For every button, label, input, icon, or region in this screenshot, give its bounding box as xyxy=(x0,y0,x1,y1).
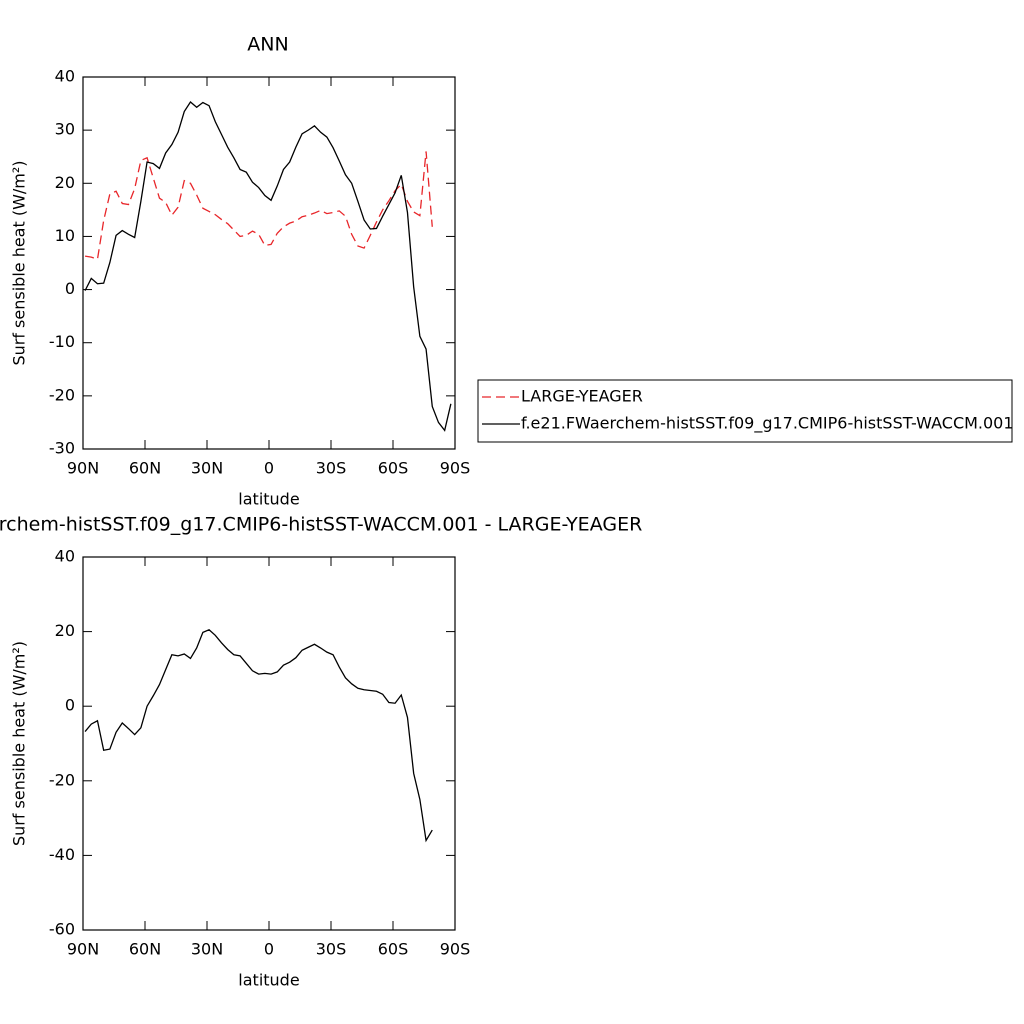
y-axis-label: Surf sensible heat (W/m²) xyxy=(10,641,29,846)
y-tick-label: -40 xyxy=(49,845,75,864)
x-tick-label: 90S xyxy=(440,459,471,478)
y-tick-label: 30 xyxy=(55,120,75,139)
data-line xyxy=(84,151,433,261)
x-tick-label: 0 xyxy=(264,459,274,478)
chart-title: f.e21.FWaerchem-histSST.f09_g17.CMIP6-hi… xyxy=(0,514,642,536)
chart-title: ANN xyxy=(247,34,288,56)
x-tick-label: 60N xyxy=(129,940,161,959)
legend-label: LARGE-YEAGER xyxy=(521,387,643,406)
x-tick-label: 30N xyxy=(191,459,223,478)
plot-frame xyxy=(82,76,456,450)
y-tick-label: 20 xyxy=(55,173,75,192)
y-tick-label: 20 xyxy=(55,621,75,640)
y-tick-label: -20 xyxy=(49,770,75,789)
plot-frame xyxy=(82,556,456,931)
x-tick-label: 90N xyxy=(67,940,99,959)
y-tick-label: 10 xyxy=(55,226,75,245)
legend-box xyxy=(477,379,1013,443)
x-tick-label: 30S xyxy=(316,459,347,478)
y-tick-label: 0 xyxy=(65,696,75,715)
y-axis-label: Surf sensible heat (W/m²) xyxy=(10,160,29,365)
x-axis-label: latitude xyxy=(238,490,299,509)
y-tick-label: -30 xyxy=(49,439,75,458)
y-tick-label: -60 xyxy=(49,920,75,939)
y-tick-label: 40 xyxy=(55,547,75,566)
x-tick-label: 90S xyxy=(440,940,471,959)
x-axis-label: latitude xyxy=(238,971,299,990)
data-line xyxy=(84,628,433,843)
y-tick-label: -20 xyxy=(49,385,75,404)
x-tick-label: 60S xyxy=(378,940,409,959)
x-tick-label: 60S xyxy=(378,459,409,478)
y-tick-label: -10 xyxy=(49,332,75,351)
x-tick-label: 30N xyxy=(191,940,223,959)
data-line xyxy=(84,101,452,432)
x-tick-label: 90N xyxy=(67,459,99,478)
y-tick-label: 0 xyxy=(65,279,75,298)
y-tick-label: 40 xyxy=(55,67,75,86)
x-tick-label: 60N xyxy=(129,459,161,478)
x-tick-label: 0 xyxy=(264,940,274,959)
legend-label: f.e21.FWaerchem-histSST.f09_g17.CMIP6-hi… xyxy=(521,414,1014,434)
x-tick-label: 30S xyxy=(316,940,347,959)
